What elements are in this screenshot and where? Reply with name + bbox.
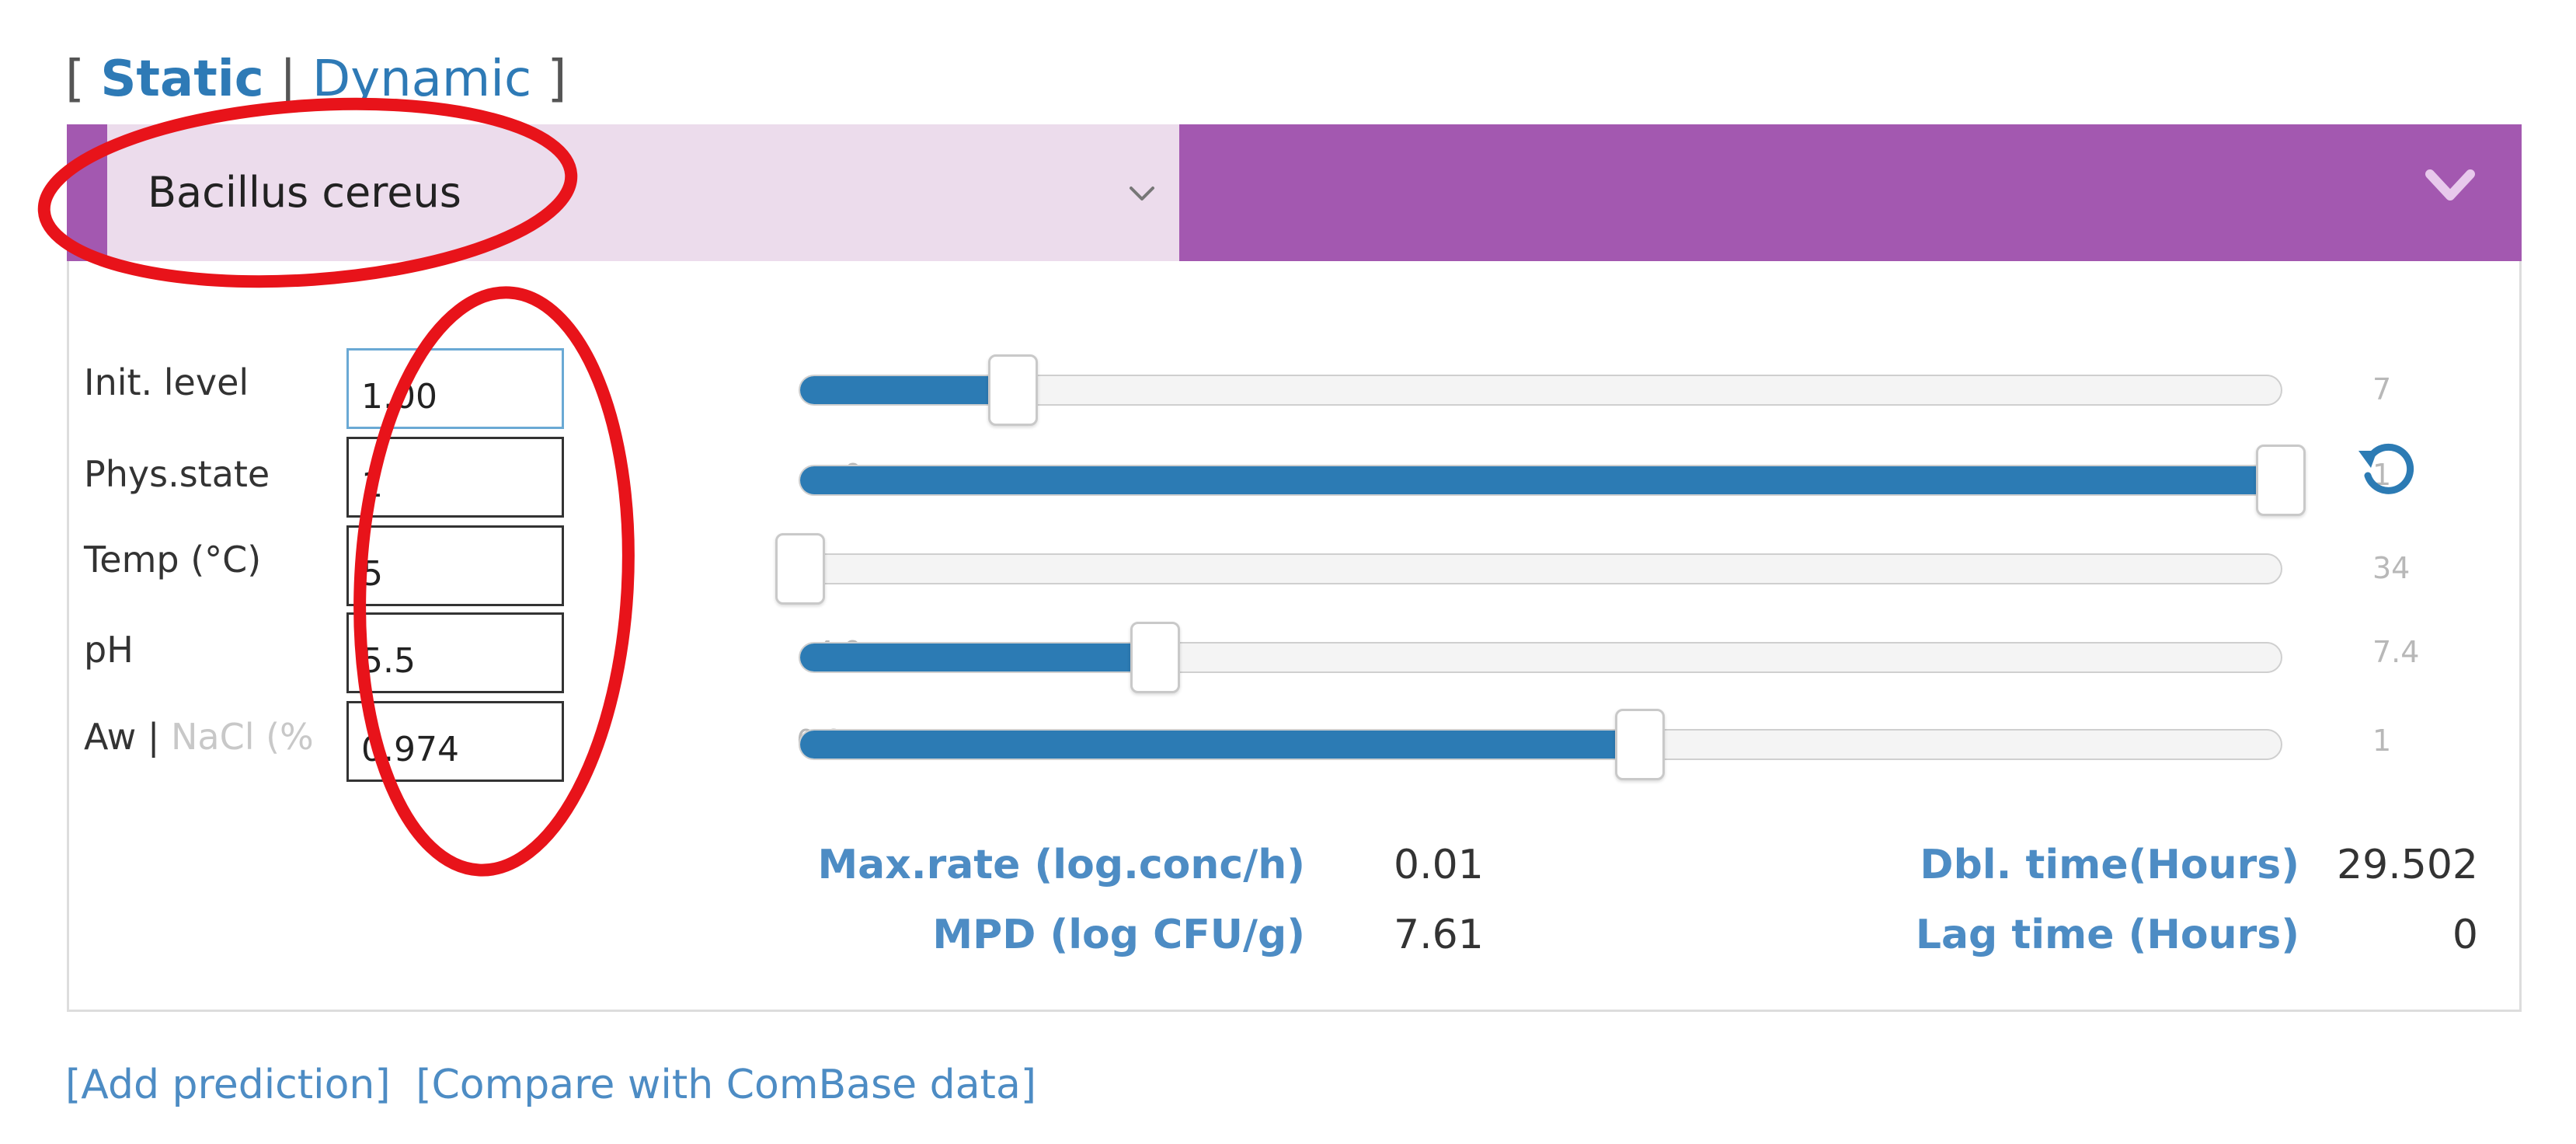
init-level-label: Init. level	[84, 361, 249, 403]
mode-open-bracket: [	[65, 51, 85, 108]
phys-state-slider[interactable]	[799, 445, 2306, 516]
aw-max: 1	[2372, 724, 2392, 758]
init-level-slider-fill	[800, 376, 1014, 404]
dbl-time-value: 29.502	[2337, 842, 2478, 888]
lag-time-label: Lag time (Hours)	[1915, 912, 2299, 958]
mode-close-bracket: ]	[547, 51, 567, 108]
model-panel-header: Bacillus cereus	[67, 124, 2522, 261]
aw-slider-handle[interactable]	[1614, 709, 1665, 780]
init-level-slider-handle[interactable]	[988, 354, 1039, 426]
aw-label-separator: |	[147, 716, 160, 758]
aw-slider-fill	[800, 731, 1640, 759]
dbl-time-label: Dbl. time(Hours)	[1920, 842, 2299, 888]
mode-separator: |	[280, 51, 297, 108]
organism-select[interactable]: Bacillus cereus	[107, 124, 1179, 261]
ph-slider-handle[interactable]	[1130, 622, 1181, 693]
organism-select-value: Bacillus cereus	[148, 168, 461, 217]
static-mode-link[interactable]: Static	[100, 51, 264, 108]
reset-icon[interactable]	[2354, 435, 2419, 500]
init-level-input[interactable]: 1.00	[346, 348, 564, 429]
compare-combase-link[interactable]: [Compare with ComBase data]	[416, 1062, 1037, 1108]
temp-label: Temp (°C)	[84, 539, 262, 581]
ph-slider-fill	[800, 644, 1156, 671]
aw-input[interactable]: 0.974	[346, 701, 564, 782]
temp-slider[interactable]	[775, 533, 2282, 605]
phys-state-label: Phys.state	[84, 453, 270, 495]
phys-state-slider-handle[interactable]	[2256, 445, 2306, 516]
dynamic-mode-link[interactable]: Dynamic	[312, 51, 532, 108]
phys-state-input[interactable]: 1	[346, 437, 564, 518]
collapse-chevron-icon[interactable]	[2422, 163, 2478, 210]
init-level-slider[interactable]	[799, 354, 2282, 426]
aw-label: Aw | NaCl (%	[84, 713, 314, 760]
ph-input[interactable]: 5.5	[346, 612, 564, 693]
mpd-label: MPD (log CFU/g)	[932, 912, 1305, 958]
chevron-down-icon	[1130, 187, 1154, 201]
lag-time-value: 0	[2452, 912, 2478, 958]
ph-slider[interactable]	[799, 622, 2282, 693]
ph-label: pH	[84, 629, 134, 671]
mode-switch: [ Static | Dynamic ]	[65, 48, 566, 110]
footer-links: [Add prediction] [Compare with ComBase d…	[65, 1054, 1049, 1116]
max-rate-value: 0.01	[1394, 842, 1484, 888]
add-prediction-link[interactable]: [Add prediction]	[65, 1062, 391, 1108]
ph-max: 7.4	[2372, 635, 2420, 669]
max-rate-label: Max.rate (log.conc/h)	[817, 842, 1305, 888]
init-level-max: 7	[2372, 372, 2392, 406]
mpd-value: 7.61	[1394, 912, 1484, 958]
phys-state-slider-fill	[800, 466, 2281, 494]
nacl-label-toggle[interactable]: NaCl (%	[170, 716, 314, 758]
temp-input[interactable]: 5	[346, 525, 564, 606]
temp-slider-handle[interactable]	[775, 533, 825, 605]
aw-slider[interactable]	[799, 709, 2282, 780]
aw-label-text: Aw	[84, 716, 137, 758]
temp-max: 34	[2372, 551, 2411, 585]
